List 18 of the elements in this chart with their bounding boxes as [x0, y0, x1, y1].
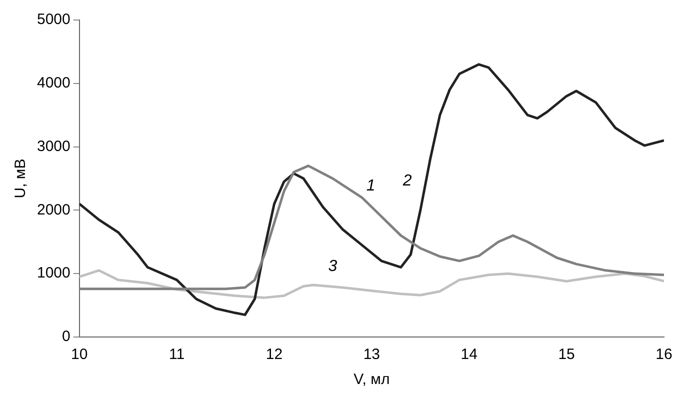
- x-tick-label: 12: [266, 346, 283, 364]
- x-axis-title: V, мл: [354, 371, 390, 388]
- y-tick-label: 4000: [36, 74, 70, 92]
- y-tick-label: 5000: [36, 11, 70, 28]
- y-axis-title: U, мВ: [12, 158, 30, 198]
- x-tick-label: 15: [558, 346, 575, 364]
- y-tick-label: 0: [62, 328, 70, 346]
- x-tick-label: 13: [363, 346, 380, 364]
- y-tick-label: 1000: [36, 264, 70, 282]
- x-tick-label: 10: [71, 346, 88, 364]
- x-tick-label: 14: [460, 346, 478, 364]
- series-label: 3: [328, 258, 338, 276]
- x-tick-label: 16: [656, 346, 672, 364]
- y-tick-label: 3000: [36, 138, 70, 155]
- y-tick-label: 2000: [36, 201, 70, 218]
- series-label: 1: [366, 178, 376, 195]
- series-label: 2: [402, 172, 412, 190]
- x-tick-label: 11: [169, 346, 185, 364]
